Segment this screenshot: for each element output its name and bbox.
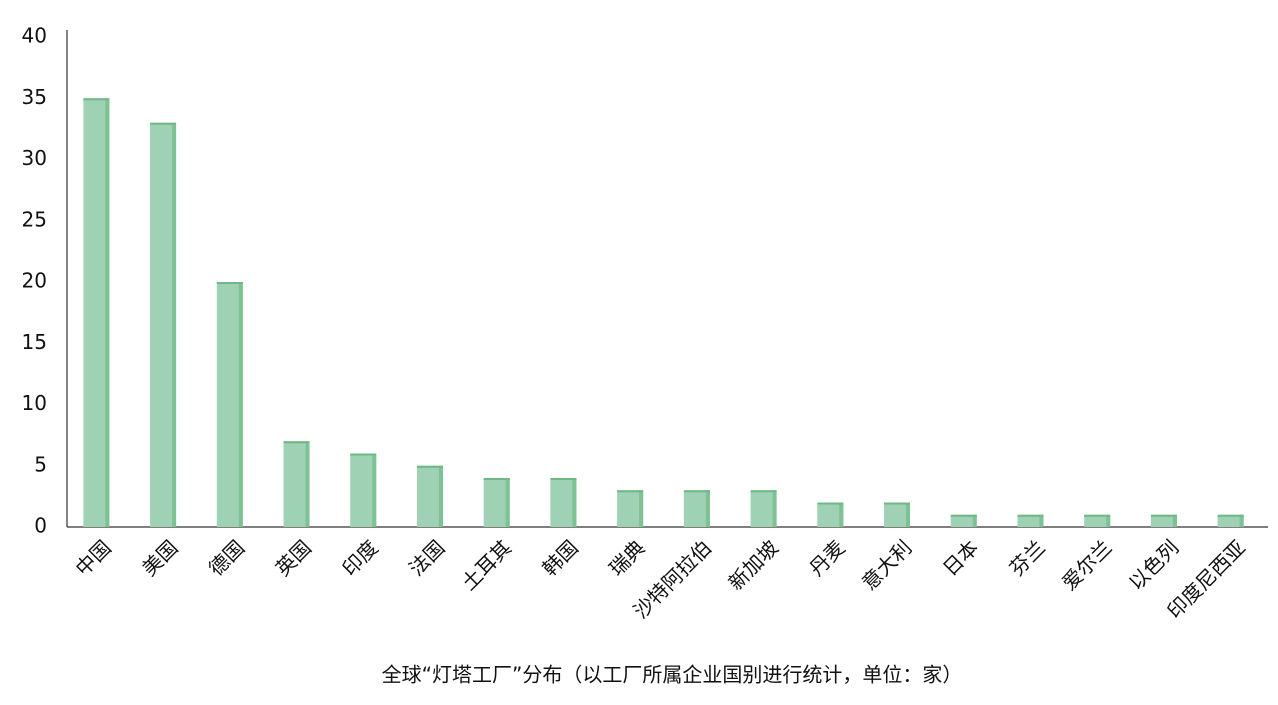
bar — [1217, 514, 1244, 527]
bar-edge — [772, 490, 777, 527]
bar-edge — [972, 514, 977, 527]
bar-top — [884, 502, 911, 505]
bar — [83, 98, 110, 527]
x-tick-label: 爱尔兰 — [1057, 535, 1116, 594]
bar-edge — [438, 465, 443, 527]
x-tick-label: 新加坡 — [724, 535, 783, 594]
bar-edge — [1239, 514, 1244, 527]
bar-edge — [705, 490, 710, 527]
y-tick-label: 15 — [22, 330, 47, 354]
x-tick-label: 丹麦 — [804, 535, 849, 580]
bar-edge — [1106, 514, 1111, 527]
x-tick-label: 土耳其 — [457, 535, 516, 594]
bar-top — [83, 98, 110, 101]
bar-edge — [372, 453, 377, 527]
bar-edge — [105, 98, 110, 527]
bar — [683, 490, 710, 527]
x-tick-label: 韩国 — [538, 535, 583, 580]
bar-top — [750, 490, 777, 493]
x-tick-label: 印度 — [337, 535, 382, 580]
bar-edge — [906, 502, 911, 527]
bar — [416, 465, 443, 527]
y-tick-label: 35 — [22, 85, 47, 109]
y-tick-label: 40 — [22, 24, 47, 48]
y-tick-label: 0 — [34, 514, 47, 538]
bar — [884, 502, 911, 527]
y-tick-label: 30 — [22, 146, 47, 170]
bar-top — [216, 282, 243, 284]
x-tick-label: 芬兰 — [1005, 535, 1050, 580]
bar — [1150, 514, 1177, 527]
bar-edge — [238, 282, 243, 527]
bar-top — [1217, 514, 1244, 517]
bar-top — [683, 490, 710, 493]
y-tick-label: 25 — [22, 207, 47, 231]
bar-top — [150, 122, 177, 125]
x-tick-label: 英国 — [271, 535, 316, 580]
y-tick-label: 20 — [22, 269, 47, 293]
bar-edge — [839, 502, 844, 527]
bar-edge — [1172, 514, 1177, 527]
bar-top — [483, 478, 510, 480]
x-tick-label: 意大利 — [857, 535, 916, 594]
bar-edge — [1039, 514, 1044, 527]
x-tick-label: 中国 — [71, 535, 116, 580]
bar — [750, 490, 777, 527]
bar-edge — [639, 490, 644, 527]
bar — [617, 490, 644, 527]
bar-top — [617, 490, 644, 493]
bar — [1017, 514, 1044, 527]
x-tick-label: 美国 — [137, 535, 182, 580]
bar — [483, 478, 510, 527]
y-tick-label: 5 — [34, 452, 47, 476]
bar-top — [1084, 514, 1111, 517]
bar — [283, 441, 310, 527]
bar-top — [817, 502, 844, 505]
x-tick-label: 法国 — [404, 535, 449, 580]
bar-top — [350, 453, 377, 456]
chart-title: 全球“灯塔工厂”分布（以工厂所属企业国别进行统计，单位：家） — [382, 663, 963, 687]
bar-edge — [172, 122, 177, 527]
bar — [1084, 514, 1111, 527]
x-tick-label: 德国 — [204, 535, 249, 580]
bar-top — [1017, 514, 1044, 517]
bar-edge — [572, 478, 577, 527]
bar-edge — [305, 441, 310, 527]
bar — [550, 478, 577, 527]
bar-edge — [505, 478, 510, 527]
bar — [350, 453, 377, 527]
bar-top — [416, 465, 443, 468]
x-tick-label: 瑞典 — [604, 535, 649, 580]
x-tick-label: 日本 — [938, 535, 983, 580]
y-tick-label: 10 — [22, 391, 47, 415]
x-tick-label: 以色列 — [1124, 535, 1183, 594]
bar-top — [1150, 514, 1177, 517]
bar — [150, 122, 177, 527]
bar — [216, 282, 243, 527]
bar — [817, 502, 844, 527]
bar-top — [283, 441, 310, 444]
bar — [950, 514, 977, 527]
bar-top — [950, 514, 977, 517]
bar-top — [550, 478, 577, 480]
